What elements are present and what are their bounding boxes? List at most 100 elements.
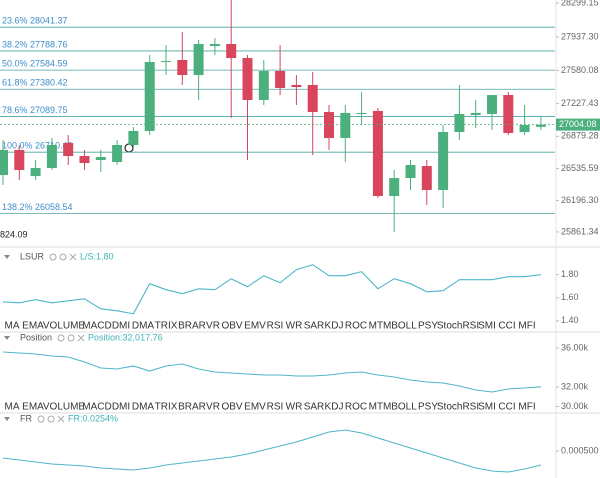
candle-body [275, 70, 286, 88]
candle-body [95, 157, 106, 161]
toolbar-item[interactable]: OBV [221, 321, 242, 332]
toolbar-item[interactable]: PSY [418, 321, 438, 332]
toolbar-item[interactable]: CCI [498, 402, 515, 413]
toolbar-item[interactable]: KDJ [325, 402, 344, 413]
annotation: 824.09 [0, 229, 28, 239]
toolbar-item[interactable]: EMA [22, 402, 44, 413]
indicator-line [2, 351, 541, 393]
y-tick-label: 26879.28 [561, 131, 599, 141]
toolbar-item[interactable]: MA [5, 321, 20, 332]
toolbar-item[interactable]: WR [286, 321, 303, 332]
toolbar-item[interactable]: DMI [112, 402, 130, 413]
toolbar-item[interactable]: PSY [418, 402, 438, 413]
toolbar-item[interactable]: SMI [478, 321, 496, 332]
toolbar-item[interactable]: KDJ [325, 321, 344, 332]
candle-body [242, 58, 253, 101]
toolbar-item[interactable]: VOLUME [43, 402, 86, 413]
fib-label: 38.2% 27788.76 [2, 39, 68, 49]
toolbar-item[interactable]: BRAR [178, 402, 206, 413]
fib-label: 61.8% 27380.42 [2, 78, 68, 88]
toolbar-item[interactable]: MTM [369, 402, 392, 413]
toolbar-item[interactable]: BRAR [178, 321, 206, 332]
indicator-line [2, 429, 542, 473]
toolbar-item[interactable]: SMI [478, 402, 496, 413]
y-tick-label: 28299.15 [561, 0, 599, 7]
toolbar-item[interactable]: SAR [304, 321, 325, 332]
y-tick-label: 25861.34 [561, 226, 599, 236]
toolbar-item[interactable]: BOLL [391, 321, 417, 332]
toolbar-item[interactable]: MFI [518, 321, 535, 332]
toolbar-item[interactable]: BOLL [391, 402, 417, 413]
collapse-icon[interactable] [4, 255, 10, 259]
fib-label: 50.0% 27584.59 [2, 58, 68, 68]
visibility-icon[interactable] [67, 334, 75, 342]
candle-body [470, 112, 481, 116]
toolbar-item[interactable]: OBV [221, 402, 242, 413]
toolbar-item[interactable]: RSI [267, 402, 284, 413]
toolbar-item[interactable]: EMV [244, 402, 266, 413]
candle-body [356, 112, 367, 115]
candle-body [14, 149, 25, 170]
indicator-value: Position:32,017.76 [88, 332, 163, 342]
toolbar-item[interactable]: MA [5, 402, 20, 413]
fib-label: 23.6% 28041.37 [2, 16, 68, 26]
y-tick-label: 1.60 [561, 292, 579, 302]
toolbar-item[interactable]: VR [206, 321, 220, 332]
toolbar-item[interactable]: EMA [22, 321, 44, 332]
candle-body [226, 44, 237, 59]
candle-body [487, 95, 497, 115]
visibility-icon[interactable] [59, 253, 67, 261]
toolbar-item[interactable]: TRIX [155, 402, 178, 413]
settings-icon[interactable] [57, 334, 65, 342]
settings-icon[interactable] [49, 253, 57, 261]
toolbar-item[interactable]: ROC [345, 402, 367, 413]
indicator-name: Position [20, 332, 52, 342]
toolbar-item[interactable]: CCI [498, 321, 515, 332]
toolbar-item[interactable]: MACD [82, 402, 111, 413]
fib-label: 78.6% 27089.75 [2, 105, 68, 115]
toolbar-item[interactable]: VR [206, 402, 220, 413]
candle-body [161, 61, 171, 63]
visibility-icon[interactable] [47, 415, 55, 423]
close-icon[interactable] [57, 415, 65, 423]
toolbar-item[interactable]: MTM [369, 321, 392, 332]
candle-body [324, 112, 334, 139]
toolbar-item[interactable]: ROC [345, 321, 367, 332]
toolbar-item[interactable]: DMA [132, 402, 155, 413]
toolbar-item[interactable]: RSI [267, 321, 284, 332]
indicator-name: FR [20, 413, 32, 423]
y-tick-label: 0.000500 [561, 445, 599, 455]
toolbar-item[interactable]: VOLUME [43, 321, 86, 332]
y-tick-label: 32.00k [561, 381, 589, 391]
candle-body [112, 144, 123, 162]
close-icon[interactable] [77, 334, 85, 342]
y-tick-label: 36.00k [561, 342, 589, 352]
toolbar-item[interactable]: SAR [304, 402, 325, 413]
collapse-icon[interactable] [4, 417, 10, 421]
last-price-tag [556, 118, 600, 131]
collapse-icon[interactable] [4, 336, 10, 340]
close-icon[interactable] [69, 253, 77, 261]
y-tick-label: 30.00k [561, 401, 589, 411]
y-tick-label: 27227.43 [561, 98, 599, 108]
toolbar-item[interactable]: EMV [244, 321, 266, 332]
candle-body [405, 164, 416, 179]
toolbar-item[interactable]: WR [286, 402, 303, 413]
marker [124, 143, 134, 153]
toolbar-item[interactable]: StochRSI [437, 321, 479, 332]
indicator-line [2, 264, 541, 315]
settings-icon[interactable] [37, 415, 45, 423]
toolbar-item[interactable]: DMI [112, 321, 130, 332]
candle-body [258, 70, 269, 101]
toolbar-item[interactable]: StochRSI [437, 402, 479, 413]
toolbar-item[interactable]: DMA [132, 321, 155, 332]
candle-body [519, 124, 530, 133]
toolbar-item[interactable]: MFI [518, 402, 535, 413]
toolbar-item[interactable]: MACD [82, 321, 111, 332]
last-price-label: 27004.08 [559, 119, 597, 129]
candle-body [177, 60, 188, 76]
toolbar-item[interactable]: TRIX [155, 321, 178, 332]
candle-body [209, 44, 220, 47]
candle-body [307, 84, 318, 113]
